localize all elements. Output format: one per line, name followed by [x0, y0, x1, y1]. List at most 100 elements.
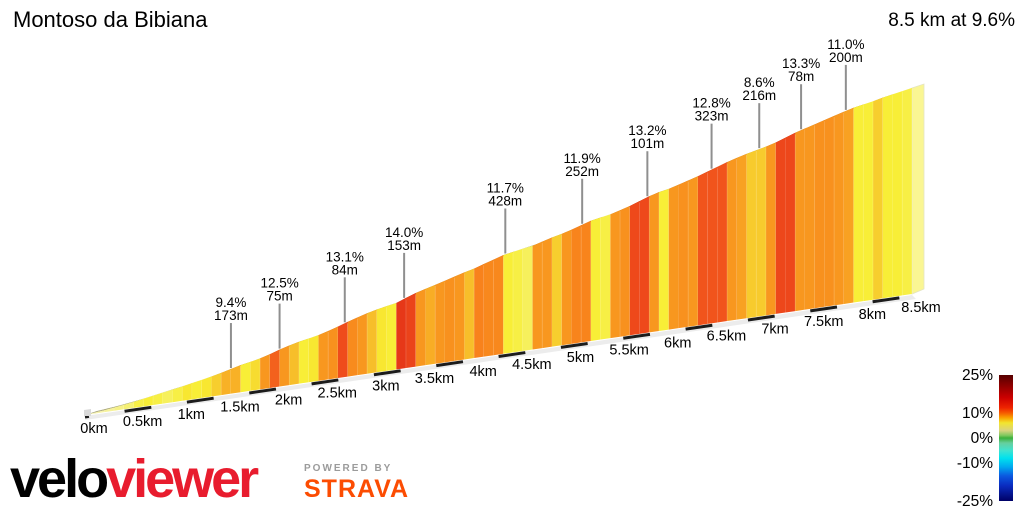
- profile-side-face: [911, 83, 925, 295]
- profile-segment: [843, 107, 854, 304]
- x-tick-label: 4km: [469, 364, 496, 380]
- profile-segment: [795, 128, 805, 312]
- x-tick-label: 4.5km: [512, 357, 552, 373]
- profile-segment: [659, 188, 669, 332]
- profile-segment: [561, 229, 572, 346]
- profile-segment: [192, 379, 202, 400]
- profile-segment: [629, 201, 640, 336]
- profile-segment: [435, 280, 445, 364]
- profile-segment: [143, 395, 154, 407]
- profile-segment: [308, 335, 319, 383]
- x-tick-label: 2.5km: [317, 385, 357, 401]
- callout-length: 428m: [488, 193, 522, 208]
- profile-segment: [775, 137, 786, 314]
- baseline-ticks: [84, 294, 913, 419]
- profile-segment: [766, 142, 776, 316]
- profile-segment: [552, 233, 562, 347]
- profile-segment: [746, 150, 757, 319]
- profile-segment: [153, 392, 163, 406]
- profile-segment: [600, 214, 611, 340]
- profile-segment: [513, 248, 523, 353]
- profile-segment: [357, 313, 368, 376]
- profile-segment: [639, 196, 650, 334]
- x-tick-label: 1km: [178, 407, 205, 423]
- callout-length: 153m: [387, 238, 421, 253]
- profile-segment: [279, 345, 290, 387]
- profile-segment: [415, 288, 426, 367]
- profile-segment: [337, 321, 348, 378]
- profile-segment: [483, 259, 494, 357]
- profile-top-ribbon: [162, 385, 185, 393]
- profile-segment: [610, 210, 621, 339]
- callout-gradient: 13.2%: [628, 123, 666, 138]
- profile-segment: [464, 268, 475, 360]
- profile-segment: [707, 166, 718, 324]
- strava-attribution: POWERED BY STRAVA: [304, 463, 409, 504]
- legend-tick-label: 25%: [962, 367, 993, 384]
- profile-segment: [834, 111, 844, 306]
- profile-segment: [892, 91, 903, 297]
- profile-segment: [230, 365, 241, 394]
- x-tick-label: 6.5km: [707, 328, 747, 344]
- x-tick-label: 7km: [761, 321, 788, 337]
- profile-segment: [182, 383, 193, 401]
- profile-segment: [668, 184, 679, 330]
- profile-segment: [590, 217, 601, 341]
- profile-segment: [172, 386, 183, 403]
- callout-length: 75m: [266, 289, 292, 304]
- x-tick-label: 0.5km: [123, 414, 163, 430]
- callout-gradient: 12.8%: [692, 96, 730, 111]
- veloviewer-logo: veloviewer: [10, 452, 259, 506]
- profile-segment: [649, 192, 660, 333]
- profile-top-ribbon: [153, 388, 175, 396]
- profile-segment: [162, 389, 173, 404]
- profile-top-ribbon: [143, 391, 166, 399]
- profile-segment: [824, 115, 835, 307]
- profile-segment: [386, 302, 397, 371]
- profile-top-ribbon: [503, 247, 526, 256]
- legend-tick-label: -10%: [957, 455, 993, 472]
- profile-segment: [240, 361, 251, 393]
- profile-segment: [289, 341, 300, 386]
- profile-segment: [328, 326, 338, 380]
- profile-segment: [201, 376, 212, 398]
- callout-gradient: 11.9%: [564, 151, 601, 166]
- callout-gradient: 11.7%: [487, 180, 524, 195]
- profile-top-ribbon: [853, 100, 876, 108]
- profile-segment: [503, 251, 514, 354]
- profile-top-ribbon: [892, 87, 915, 95]
- x-tick-label: 8.5km: [901, 300, 941, 316]
- x-tick-label: 3km: [372, 378, 399, 394]
- callout-length: 252m: [565, 164, 599, 179]
- profile-segment: [425, 284, 436, 366]
- profile-segment: [756, 146, 767, 317]
- profile-segment: [474, 264, 484, 359]
- profile-top-ribbon: [590, 213, 613, 221]
- x-tick-label: 5.5km: [609, 343, 649, 359]
- profile-segment: [104, 407, 115, 413]
- x-tick-label: 2km: [275, 393, 302, 409]
- profile-segment: [882, 94, 893, 299]
- profile-segment: [873, 97, 883, 300]
- profile-segment: [532, 241, 543, 350]
- profile-segment: [522, 245, 533, 351]
- profile-segment: [814, 120, 825, 309]
- legend-bar: [999, 375, 1013, 501]
- profile-top-ribbon: [94, 406, 117, 413]
- callout-gradient: 9.4%: [216, 295, 247, 310]
- profile-segment: [853, 104, 864, 303]
- profile-segment: [717, 162, 728, 323]
- profile-segment: [736, 153, 747, 320]
- x-tick-label: 7.5km: [804, 314, 844, 330]
- callout-length: 84m: [332, 262, 358, 277]
- profile-segment: [863, 101, 874, 302]
- profile-segment: [581, 220, 591, 343]
- profile-segment: [133, 398, 144, 408]
- callout-length: 101m: [630, 136, 664, 151]
- legend-tick-label: 10%: [962, 405, 993, 422]
- callout-length: 323m: [695, 109, 729, 124]
- callout-gradient: 14.0%: [385, 225, 423, 240]
- profile-top-ribbon: [882, 90, 905, 98]
- callout-length: 200m: [829, 50, 863, 65]
- powered-by-label: POWERED BY: [304, 463, 393, 474]
